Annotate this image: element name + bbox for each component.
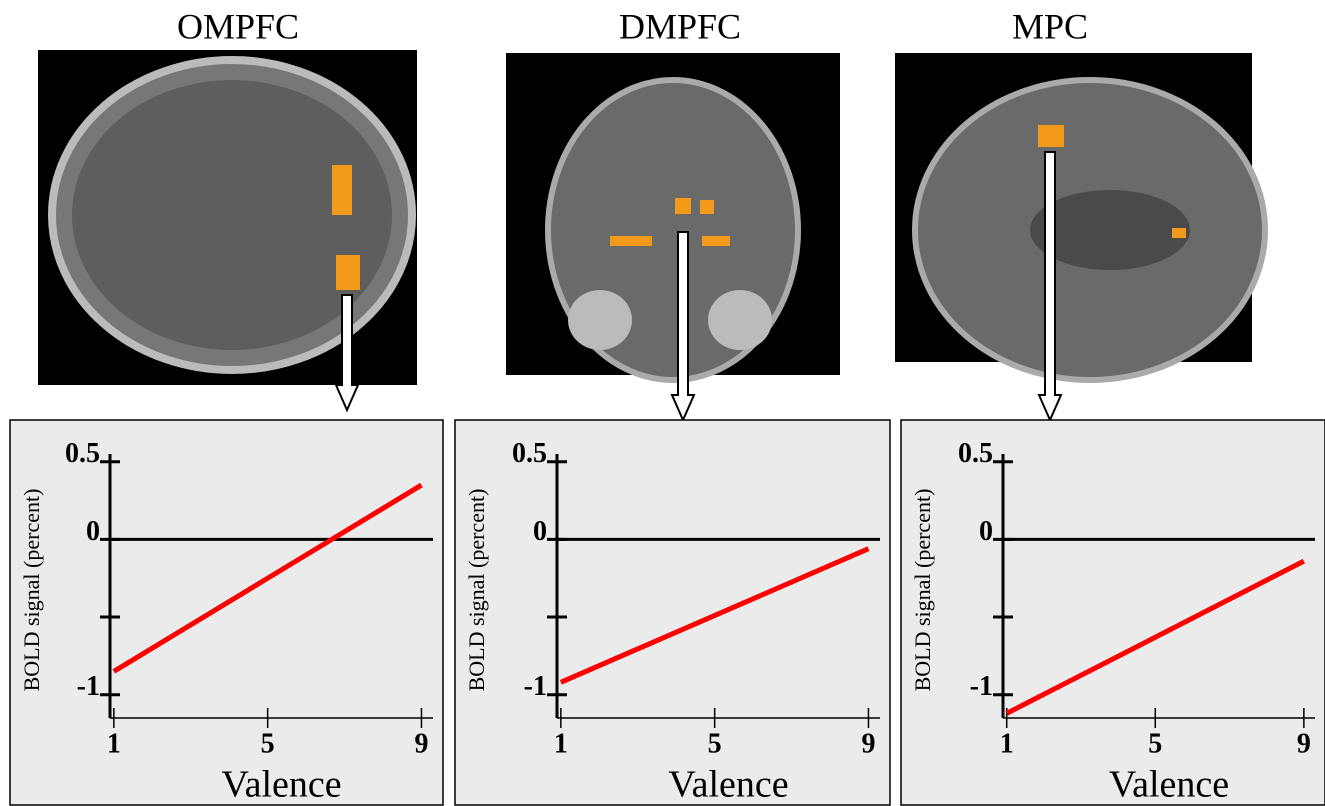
y-tick-label: 0.5: [958, 438, 993, 469]
x-tick-label: 9: [1297, 728, 1311, 759]
x-tick-label: 9: [414, 728, 428, 759]
y-tick-label: 0: [979, 516, 993, 547]
y-tick-label: -1: [524, 671, 547, 702]
plot-panel: [455, 420, 890, 805]
x-tick-label: 9: [861, 728, 875, 759]
chart-title: MPC: [1012, 6, 1088, 46]
brain-sagittal: [895, 53, 1265, 380]
x-tick-label: 1: [1000, 728, 1014, 759]
y-axis-label: BOLD signal (percent): [464, 489, 489, 692]
y-tick-label: 0.5: [512, 438, 547, 469]
y-tick-label: -1: [77, 671, 100, 702]
plot-panel: [10, 420, 443, 805]
chart-title: OMPFC: [177, 6, 299, 46]
brain-coronal: [506, 53, 840, 380]
plot-panel: [901, 420, 1325, 805]
x-tick-label: 5: [1148, 728, 1162, 759]
x-tick-label: 1: [107, 728, 121, 759]
x-axis-label: Valence: [668, 764, 788, 806]
brain-axial: [38, 50, 417, 385]
chart-title: DMPFC: [619, 6, 741, 46]
y-tick-label: 0: [533, 516, 547, 547]
y-axis-label: BOLD signal (percent): [910, 489, 935, 692]
y-tick-label: 0.5: [65, 438, 100, 469]
x-axis-label: Valence: [221, 764, 341, 806]
x-tick-label: 1: [554, 728, 568, 759]
y-tick-label: 0: [86, 516, 100, 547]
y-tick-label: -1: [970, 671, 993, 702]
x-tick-label: 5: [708, 728, 722, 759]
y-axis-label: BOLD signal (percent): [19, 489, 44, 692]
x-axis-label: Valence: [1109, 764, 1229, 806]
figure: OMPFC0.50-1159ValenceBOLD signal (percen…: [0, 0, 1325, 806]
x-tick-label: 5: [261, 728, 275, 759]
